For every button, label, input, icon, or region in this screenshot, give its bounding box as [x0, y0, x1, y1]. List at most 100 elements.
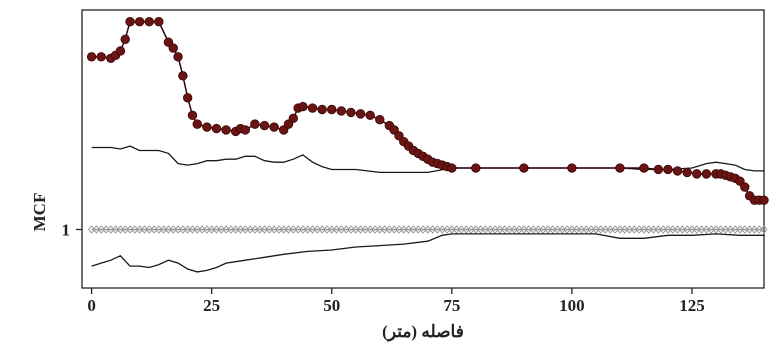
reference-point — [111, 225, 120, 234]
reference-point — [611, 225, 619, 234]
reference-point — [649, 225, 658, 234]
observed-point — [269, 122, 279, 132]
reference-point — [693, 225, 701, 234]
reference-point — [265, 225, 273, 234]
reference-point — [673, 225, 682, 234]
reference-point — [193, 225, 201, 234]
observed-point — [240, 125, 250, 135]
reference-point — [558, 225, 566, 234]
reference-point — [347, 225, 355, 234]
observed-point — [336, 106, 347, 116]
reference-point — [625, 225, 634, 234]
y-tick-label: 1 — [62, 220, 71, 239]
reference-point — [318, 225, 326, 234]
observed-point — [298, 101, 308, 112]
reference-point — [313, 225, 321, 234]
reference-point — [678, 225, 687, 234]
reference-point — [534, 225, 542, 234]
reference-point — [669, 225, 677, 234]
reference-point — [510, 225, 518, 234]
reference-point — [697, 225, 706, 234]
observed-point — [288, 113, 299, 123]
reference-point — [750, 225, 759, 234]
observed-point — [86, 52, 97, 62]
reference-point — [361, 225, 370, 234]
reference-point — [760, 225, 768, 234]
reference-point — [371, 225, 379, 234]
reference-point — [419, 225, 427, 234]
reference-point — [707, 225, 715, 234]
observed-point — [519, 163, 529, 173]
observed-point — [154, 17, 164, 27]
reference-point — [621, 225, 629, 234]
observed-point — [168, 43, 178, 53]
reference-point — [577, 225, 586, 234]
reference-point — [251, 225, 259, 234]
reference-point — [601, 225, 610, 234]
reference-point — [395, 225, 403, 234]
reference-point — [457, 225, 466, 234]
reference-point — [294, 225, 302, 234]
observed-point — [221, 125, 231, 135]
reference-point — [246, 225, 254, 234]
reference-point — [366, 225, 374, 234]
lower-envelope-line — [91, 233, 764, 273]
reference-point — [87, 225, 96, 234]
reference-point — [102, 225, 110, 234]
reference-point — [520, 225, 528, 234]
reference-point — [597, 225, 605, 234]
x-tick-label: 75 — [443, 296, 460, 315]
reference-point — [568, 225, 576, 234]
reference-point — [332, 225, 341, 234]
reference-point — [592, 225, 600, 234]
reference-point — [438, 225, 446, 234]
reference-point — [159, 225, 168, 234]
envelope-series — [91, 145, 764, 273]
reference-point — [164, 225, 173, 234]
observed-point — [639, 163, 649, 173]
observed-point — [250, 119, 260, 129]
observed-point — [327, 104, 337, 115]
reference-point — [640, 225, 648, 234]
x-tick-label: 125 — [679, 296, 705, 315]
reference-point — [664, 225, 672, 234]
x-tick-label: 25 — [203, 296, 220, 315]
reference-point — [208, 225, 216, 234]
observed-point — [447, 163, 457, 173]
reference-point — [472, 225, 480, 234]
observed-point — [115, 46, 126, 56]
reference-point — [284, 225, 293, 234]
plot-area — [81, 9, 769, 289]
observed-point — [355, 109, 366, 119]
reference-point — [491, 225, 499, 234]
reference-point — [721, 225, 730, 234]
reference-point — [726, 225, 735, 234]
reference-point — [184, 225, 192, 234]
reference-point — [741, 225, 749, 234]
reference-point — [414, 225, 422, 234]
reference-point — [188, 225, 197, 234]
reference-point — [97, 225, 105, 234]
reference-point — [467, 225, 475, 234]
reference-point — [217, 225, 225, 234]
reference-point — [241, 225, 249, 234]
y-axis-label: MCF — [30, 193, 49, 232]
observed-point — [259, 120, 270, 131]
reference-point — [304, 225, 312, 234]
reference-point — [179, 225, 187, 234]
reference-point — [174, 225, 182, 234]
reference-point — [280, 225, 288, 234]
observed-point — [682, 167, 692, 178]
reference-point — [232, 225, 240, 234]
observed-point — [740, 182, 750, 192]
reference-point — [92, 225, 101, 234]
observed-point — [672, 166, 683, 176]
x-tick-label: 50 — [323, 296, 340, 315]
reference-point — [635, 225, 643, 234]
reference-point — [736, 225, 744, 234]
reference-point — [342, 225, 350, 234]
observed-point — [653, 164, 664, 175]
observed-point — [182, 93, 193, 103]
reference-point — [352, 225, 360, 234]
